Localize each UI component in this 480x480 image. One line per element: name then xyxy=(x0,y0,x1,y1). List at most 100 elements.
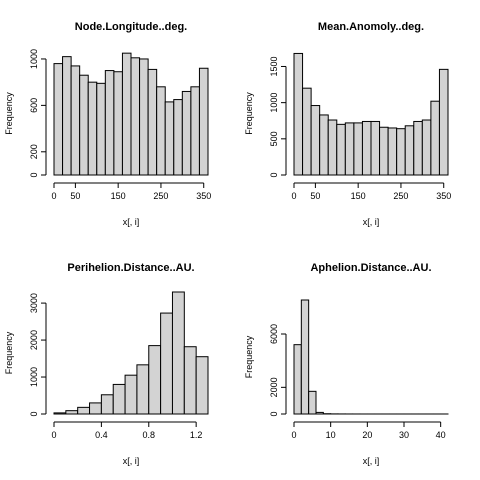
y-tick-label: 2000 xyxy=(269,377,279,397)
x-tick-label: 0 xyxy=(51,191,56,201)
histogram-bar xyxy=(361,120,372,176)
x-tick-label: 0.8 xyxy=(143,430,156,440)
histogram-bar xyxy=(195,356,209,415)
panel-aphelion-distance: Aphelion.Distance..AU. 0 10 20 30 40 0 2000 6000… xyxy=(244,262,449,466)
histogram-bar xyxy=(100,394,114,415)
histogram-bar xyxy=(53,63,64,176)
y-tick-label: 2000 xyxy=(29,330,39,350)
y-axis-label: Frequency xyxy=(4,92,14,135)
histogram-bar xyxy=(190,86,200,176)
x-axis-label: x[, i] xyxy=(363,217,380,227)
histogram-bar xyxy=(148,345,162,415)
y-tick-label: 200 xyxy=(29,144,39,159)
histogram-bar xyxy=(404,125,415,176)
histogram-bar xyxy=(160,312,173,415)
histogram-bar xyxy=(171,291,185,415)
histogram-bar xyxy=(181,90,192,176)
histogram-bar xyxy=(319,114,329,176)
histogram-bar xyxy=(130,57,141,176)
histogram-bar xyxy=(421,119,432,176)
y-tick-label: 0 xyxy=(269,411,279,416)
histogram-bar xyxy=(70,65,81,176)
histogram-bar xyxy=(438,68,449,176)
histogram-bar xyxy=(327,119,338,176)
histogram-bar xyxy=(89,402,102,415)
y-tick-label: 3000 xyxy=(29,293,39,313)
histogram-bar xyxy=(62,56,72,176)
x-axis-label: x[, i] xyxy=(123,217,140,227)
x-tick-label: 0 xyxy=(291,430,296,440)
histogram-bar xyxy=(413,120,423,176)
histogram-bar xyxy=(147,68,158,176)
y-tick-label: 1000 xyxy=(29,49,39,69)
histogram-bar xyxy=(136,364,150,415)
histogram-bar xyxy=(173,99,183,176)
x-axis-label: x[, i] xyxy=(123,456,140,466)
x-tick-label: 250 xyxy=(393,191,408,201)
histogram-bar xyxy=(121,52,132,176)
histogram-bar xyxy=(379,126,389,176)
x-tick-label: 150 xyxy=(351,191,366,201)
chart-title: Node.Longitude..deg. xyxy=(75,21,187,33)
y-tick-label: 600 xyxy=(29,98,39,113)
histogram-bar xyxy=(430,100,440,176)
x-tick-label: 0 xyxy=(51,430,56,440)
histogram-bar xyxy=(293,344,302,415)
histogram-bar xyxy=(53,412,67,415)
histogram-bar xyxy=(353,122,363,176)
x-tick-label: 350 xyxy=(196,191,211,201)
x-tick-label: 40 xyxy=(436,430,446,440)
histogram-bar xyxy=(113,71,123,176)
histogram-bar xyxy=(396,128,406,176)
histogram-bar xyxy=(156,86,166,176)
chart-title: Perihelion.Distance..AU. xyxy=(67,262,194,274)
x-tick-label: 150 xyxy=(111,191,126,201)
histogram-bar xyxy=(112,383,126,415)
histogram-bar xyxy=(310,105,321,176)
chart-title: Mean.Anomoly..deg. xyxy=(318,21,424,33)
x-tick-label: 1.2 xyxy=(190,430,203,440)
histogram-bar xyxy=(293,52,304,176)
x-axis-label: x[, i] xyxy=(363,456,380,466)
histogram-bar xyxy=(183,346,197,415)
x-tick-label: 250 xyxy=(153,191,168,201)
histogram-bar xyxy=(139,58,149,176)
y-tick-label: 0 xyxy=(29,172,39,177)
x-tick-label: 350 xyxy=(436,191,451,201)
x-tick-label: 30 xyxy=(399,430,409,440)
histogram-bar xyxy=(77,406,91,415)
histogram-bar xyxy=(79,74,89,176)
y-tick-label: 0 xyxy=(269,172,279,177)
y-tick-label: 6000 xyxy=(269,324,279,344)
histogram-bar xyxy=(164,101,175,176)
panel-perihelion-distance: Perihelion.Distance..AU. 0 0.4 0.8 1.2 0 1000 2… xyxy=(4,262,209,466)
histogram-bar xyxy=(315,411,324,415)
y-tick-label: 500 xyxy=(269,131,279,146)
y-axis-label: Frequency xyxy=(4,331,14,374)
histogram-bar xyxy=(65,410,79,415)
y-tick-label: 1000 xyxy=(269,93,279,113)
panel-mean-anomoly: Mean.Anomoly..deg. 0 50 150 250 350 0 500 1000 15… xyxy=(244,21,451,227)
x-tick-label: 20 xyxy=(362,430,372,440)
histogram-bar xyxy=(344,122,355,176)
y-tick-label: 0 xyxy=(29,411,39,416)
y-tick-label: 1000 xyxy=(29,367,39,387)
x-tick-label: 50 xyxy=(310,191,320,201)
histogram-bar xyxy=(387,127,398,176)
x-tick-label: 10 xyxy=(326,430,336,440)
histogram-bar xyxy=(336,123,346,176)
histogram-bar xyxy=(87,81,98,176)
histogram-bar xyxy=(370,120,381,176)
histogram-bar xyxy=(302,87,312,176)
histogram-bar xyxy=(300,299,310,415)
chart-title: Aphelion.Distance..AU. xyxy=(310,262,431,274)
y-tick-label: 1500 xyxy=(269,56,279,76)
y-axis-label: Frequency xyxy=(244,92,254,135)
x-tick-label: 50 xyxy=(70,191,80,201)
x-tick-label: 0.4 xyxy=(95,430,108,440)
y-axis-label: Frequency xyxy=(244,335,254,378)
histogram-bar xyxy=(124,374,138,415)
panel-node-longitude: Node.Longitude..deg. 0 50 150 250 350 0 200 600 1… xyxy=(4,21,211,227)
histogram-bar xyxy=(308,390,317,415)
